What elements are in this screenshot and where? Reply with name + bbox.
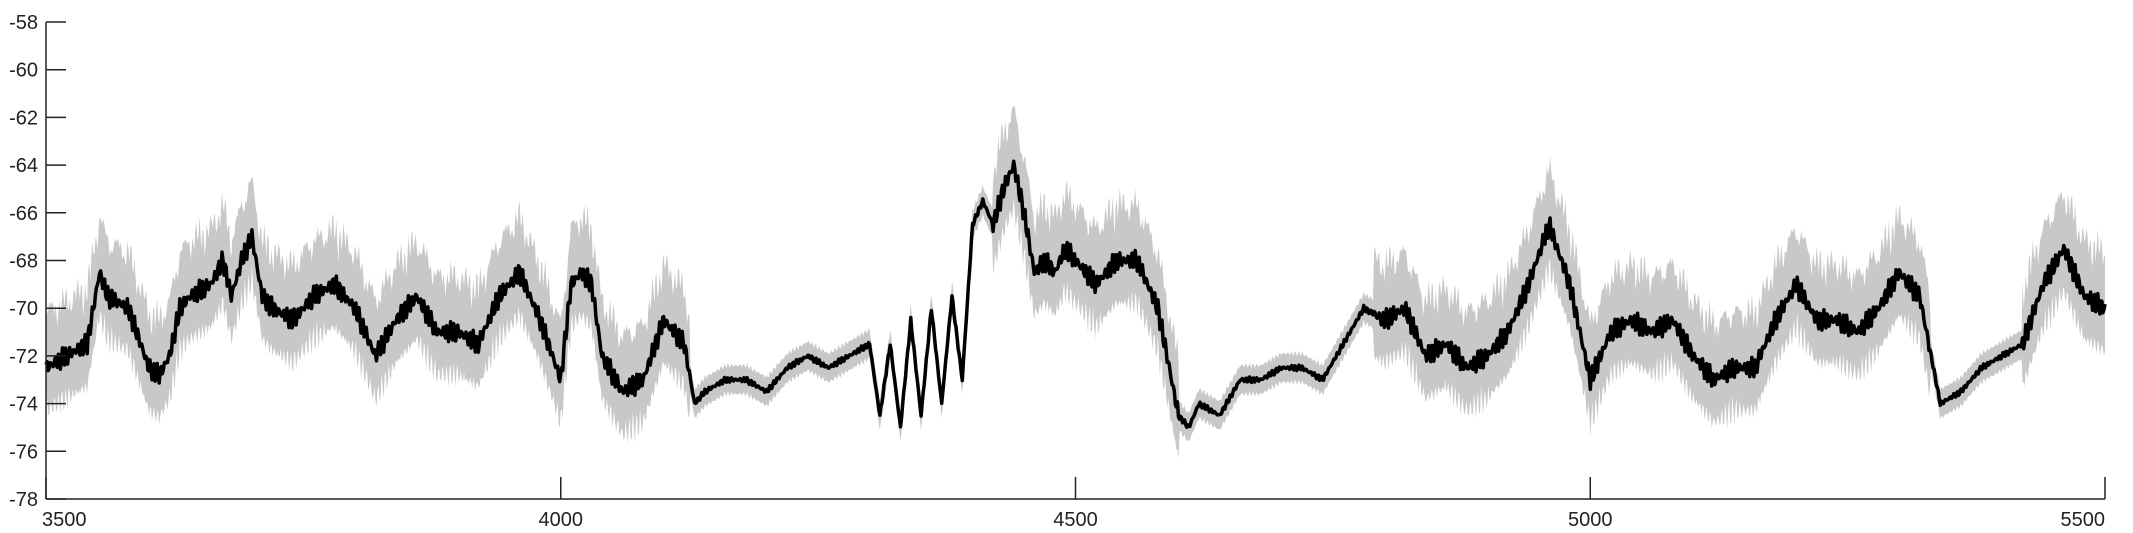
x-axis-ticks: 3500 4000 4500 5000 5500 (42, 477, 2106, 531)
y-tick-label: -68 (9, 251, 38, 273)
plot-area (44, 105, 2107, 459)
y-tick-label: -70 (9, 298, 38, 320)
y-tick-label: -58 (9, 12, 38, 34)
y-tick-label: -62 (9, 107, 38, 129)
x-tick-label: 5500 (2061, 509, 2106, 531)
x-tick-label: 5000 (1568, 509, 1613, 531)
y-tick-label: -60 (9, 60, 38, 82)
y-axis-ticks: -78 -76 -74 -72 -70 -68 -66 -64 -62 -60 -58 (9, 12, 66, 511)
y-tick-label: -74 (9, 394, 38, 416)
y-tick-label: -66 (9, 203, 38, 225)
y-tick-label: -72 (9, 346, 38, 368)
mean-trace-line (44, 159, 2107, 429)
y-tick-label: -76 (9, 441, 38, 463)
x-tick-label: 4000 (539, 509, 584, 531)
x-tick-label: 3500 (42, 509, 87, 531)
y-tick-label: -64 (9, 155, 38, 177)
x-tick-label: 4500 (1053, 509, 1098, 531)
y-tick-label: -78 (9, 489, 38, 511)
